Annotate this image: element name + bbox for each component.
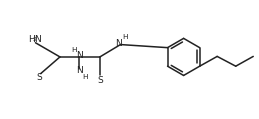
Text: N: N: [115, 39, 122, 48]
Text: S: S: [36, 73, 42, 82]
Text: N: N: [34, 35, 41, 44]
Text: N: N: [76, 51, 83, 60]
Text: S: S: [97, 76, 103, 85]
Text: H: H: [82, 74, 88, 80]
Text: H: H: [71, 47, 76, 53]
Text: H: H: [122, 34, 128, 40]
Text: N: N: [76, 66, 83, 75]
Text: H: H: [28, 35, 34, 44]
Text: 2: 2: [32, 37, 37, 42]
